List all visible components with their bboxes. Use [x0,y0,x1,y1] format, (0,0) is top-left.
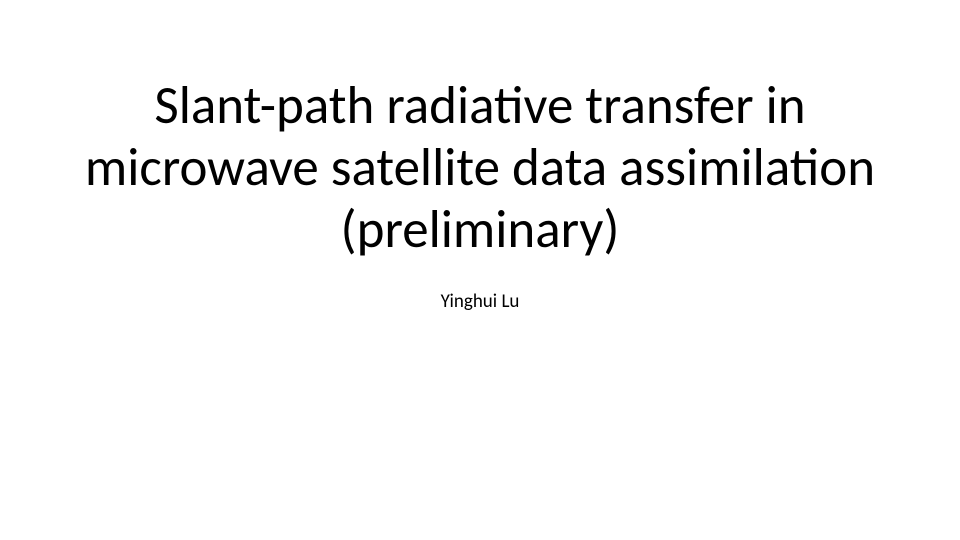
slide-author: Yinghui Lu [0,290,960,313]
author-block: Yinghui Lu [0,290,960,313]
slide: Slant-path radiative transfer in microwa… [0,0,960,540]
slide-title: Slant-path radiative transfer in microwa… [0,75,960,261]
title-block: Slant-path radiative transfer in microwa… [0,75,960,261]
